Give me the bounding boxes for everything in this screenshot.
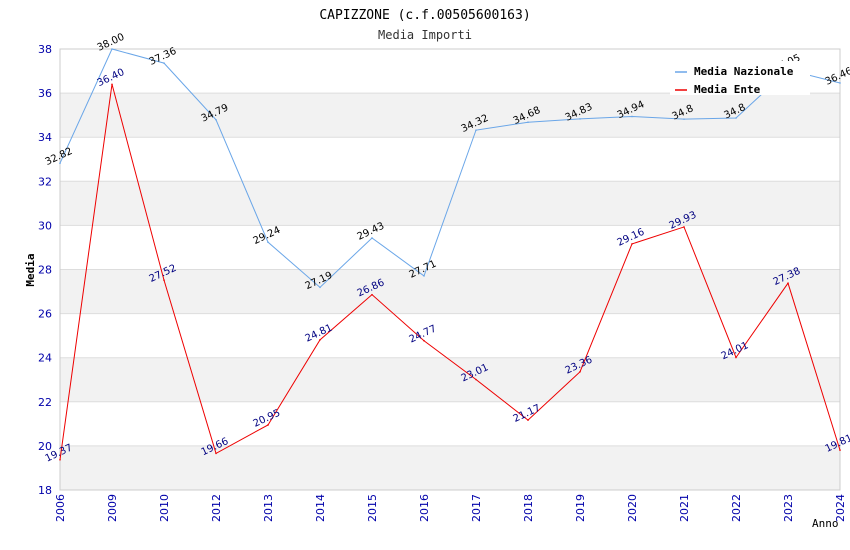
- data-point-media-nazionale: [267, 241, 269, 243]
- data-point-media-ente: [423, 339, 425, 342]
- y-tick-label: 30: [38, 219, 52, 232]
- y-tick-label: 34: [38, 131, 52, 144]
- data-point-media-nazionale: [683, 118, 685, 120]
- legend-box: [670, 61, 810, 95]
- data-point-media-ente: [683, 226, 685, 228]
- data-point-media-ente: [59, 458, 61, 461]
- background-band: [60, 269, 840, 314]
- x-tick-label: 2021: [678, 494, 691, 522]
- x-tick-label: 2015: [366, 494, 379, 522]
- data-point-media-nazionale: [371, 237, 373, 239]
- data-point-media-nazionale: [579, 118, 581, 120]
- data-point-media-nazionale: [839, 82, 841, 84]
- x-tick-label: 2016: [418, 494, 431, 522]
- x-tick-label: 2019: [574, 494, 587, 522]
- background-band: [60, 445, 840, 490]
- legend-label-media-nazionale: Media Nazionale: [694, 65, 794, 78]
- y-tick-label: 36: [38, 87, 52, 100]
- data-point-media-nazionale: [423, 275, 425, 277]
- data-label-media-ente: 36.40: [96, 67, 127, 89]
- x-axis-title: Anno: [812, 517, 839, 530]
- x-tick-label: 2017: [470, 494, 483, 522]
- x-tick-label: 2023: [782, 494, 795, 522]
- series-line-media-ente: [59, 84, 841, 460]
- x-tick-label: 2014: [314, 494, 327, 522]
- data-point-media-ente: [319, 339, 321, 341]
- background-band: [60, 357, 840, 402]
- data-point-media-nazionale: [163, 62, 165, 64]
- data-point-media-ente: [475, 378, 477, 381]
- background-band: [60, 93, 840, 138]
- data-label-media-ente: 20.95: [252, 408, 283, 430]
- data-point-media-nazionale: [215, 118, 217, 121]
- y-tick-label: 20: [38, 440, 52, 453]
- x-tick-label: 2018: [522, 494, 535, 522]
- y-tick-label: 28: [38, 264, 52, 277]
- chart-title: CAPIZZONE (c.f.00505600163): [319, 8, 530, 23]
- data-point-media-ente: [371, 293, 373, 296]
- data-point-media-ente: [787, 282, 789, 284]
- x-tick-label: 2012: [210, 494, 223, 522]
- data-point-media-nazionale: [319, 286, 321, 289]
- y-axis-ticks: 18 20 22 24 26 28 30 32 34 36 38: [38, 43, 52, 497]
- data-point-media-ente: [111, 83, 113, 86]
- y-tick-label: 38: [38, 43, 52, 56]
- y-tick-label: 32: [38, 175, 52, 188]
- x-tick-label: 2010: [158, 494, 171, 522]
- data-point-media-ente: [579, 371, 581, 373]
- x-tick-label: 2009: [106, 494, 119, 522]
- data-point-media-nazionale: [631, 115, 633, 118]
- data-point-media-nazionale: [111, 48, 113, 50]
- data-label-media-nazionale: 36.46: [824, 66, 850, 88]
- series-lines: [59, 48, 841, 461]
- x-tick-label: 2006: [54, 494, 67, 522]
- data-point-media-ente: [839, 449, 841, 451]
- y-tick-label: 24: [38, 352, 52, 365]
- data-point-media-ente: [163, 279, 165, 281]
- x-tick-label: 2013: [262, 494, 275, 522]
- x-tick-label: 2024: [834, 494, 847, 522]
- legend-label-media-ente: Media Ente: [694, 83, 761, 96]
- data-label-media-ente: 24.77: [408, 323, 439, 345]
- plot-frame: [59, 48, 841, 491]
- y-tick-label: 22: [38, 396, 52, 409]
- data-point-media-ente: [267, 424, 269, 426]
- y-axis-title: Media: [24, 253, 37, 286]
- chart-subtitle: Media Importi: [378, 28, 472, 42]
- series-line-media-nazionale: [59, 48, 841, 289]
- data-point-media-nazionale: [475, 129, 477, 131]
- plot-background-bands: [60, 93, 840, 490]
- data-point-media-ente: [735, 356, 737, 359]
- data-point-media-nazionale: [527, 121, 529, 124]
- data-label-media-ente: 21.17: [512, 403, 543, 425]
- data-point-media-nazionale: [735, 117, 737, 119]
- x-axis-ticks: 2006 2009 2010 2012 2013 2014 2015 2016 2017 2018…: [54, 494, 847, 522]
- x-tick-label: 2022: [730, 494, 743, 522]
- data-label-media-nazionale: 29.24: [252, 225, 283, 247]
- y-tick-label: 18: [38, 484, 52, 497]
- data-point-media-ente: [215, 452, 217, 455]
- data-point-media-ente: [527, 419, 529, 421]
- legend: Media Nazionale Media Ente: [670, 61, 810, 96]
- data-label-media-nazionale: 32.82: [44, 146, 75, 168]
- data-point-media-ente: [631, 243, 633, 245]
- y-tick-label: 26: [38, 308, 52, 321]
- data-point-media-nazionale: [59, 162, 61, 165]
- x-tick-label: 2020: [626, 494, 639, 522]
